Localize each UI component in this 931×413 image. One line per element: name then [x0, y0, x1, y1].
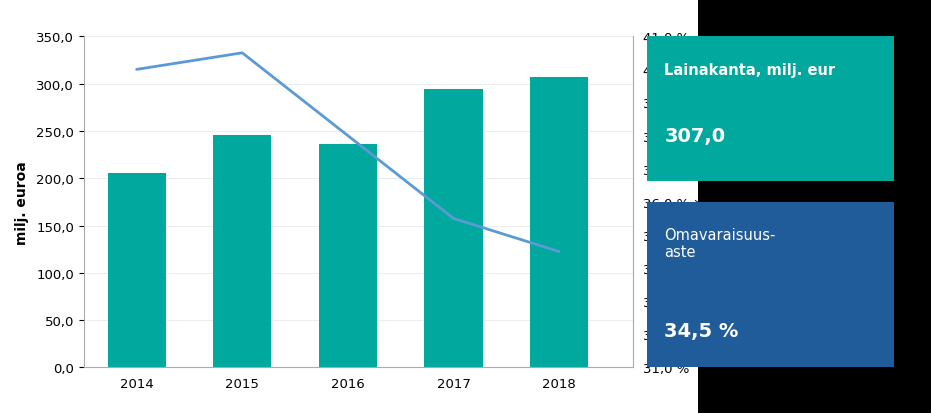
Bar — [530, 78, 588, 368]
Bar — [108, 173, 166, 368]
Text: 34,5 %: 34,5 % — [665, 321, 738, 340]
Bar — [425, 90, 482, 368]
Text: Lainakanta, milj. eur: Lainakanta, milj. eur — [665, 63, 835, 78]
Bar — [318, 145, 377, 368]
Text: 307,0: 307,0 — [665, 127, 725, 146]
Y-axis label: %: % — [695, 196, 708, 209]
Bar — [213, 135, 271, 368]
Y-axis label: milj. euroa: milj. euroa — [15, 161, 29, 244]
Text: Omavaraisuus-
aste: Omavaraisuus- aste — [665, 227, 776, 259]
